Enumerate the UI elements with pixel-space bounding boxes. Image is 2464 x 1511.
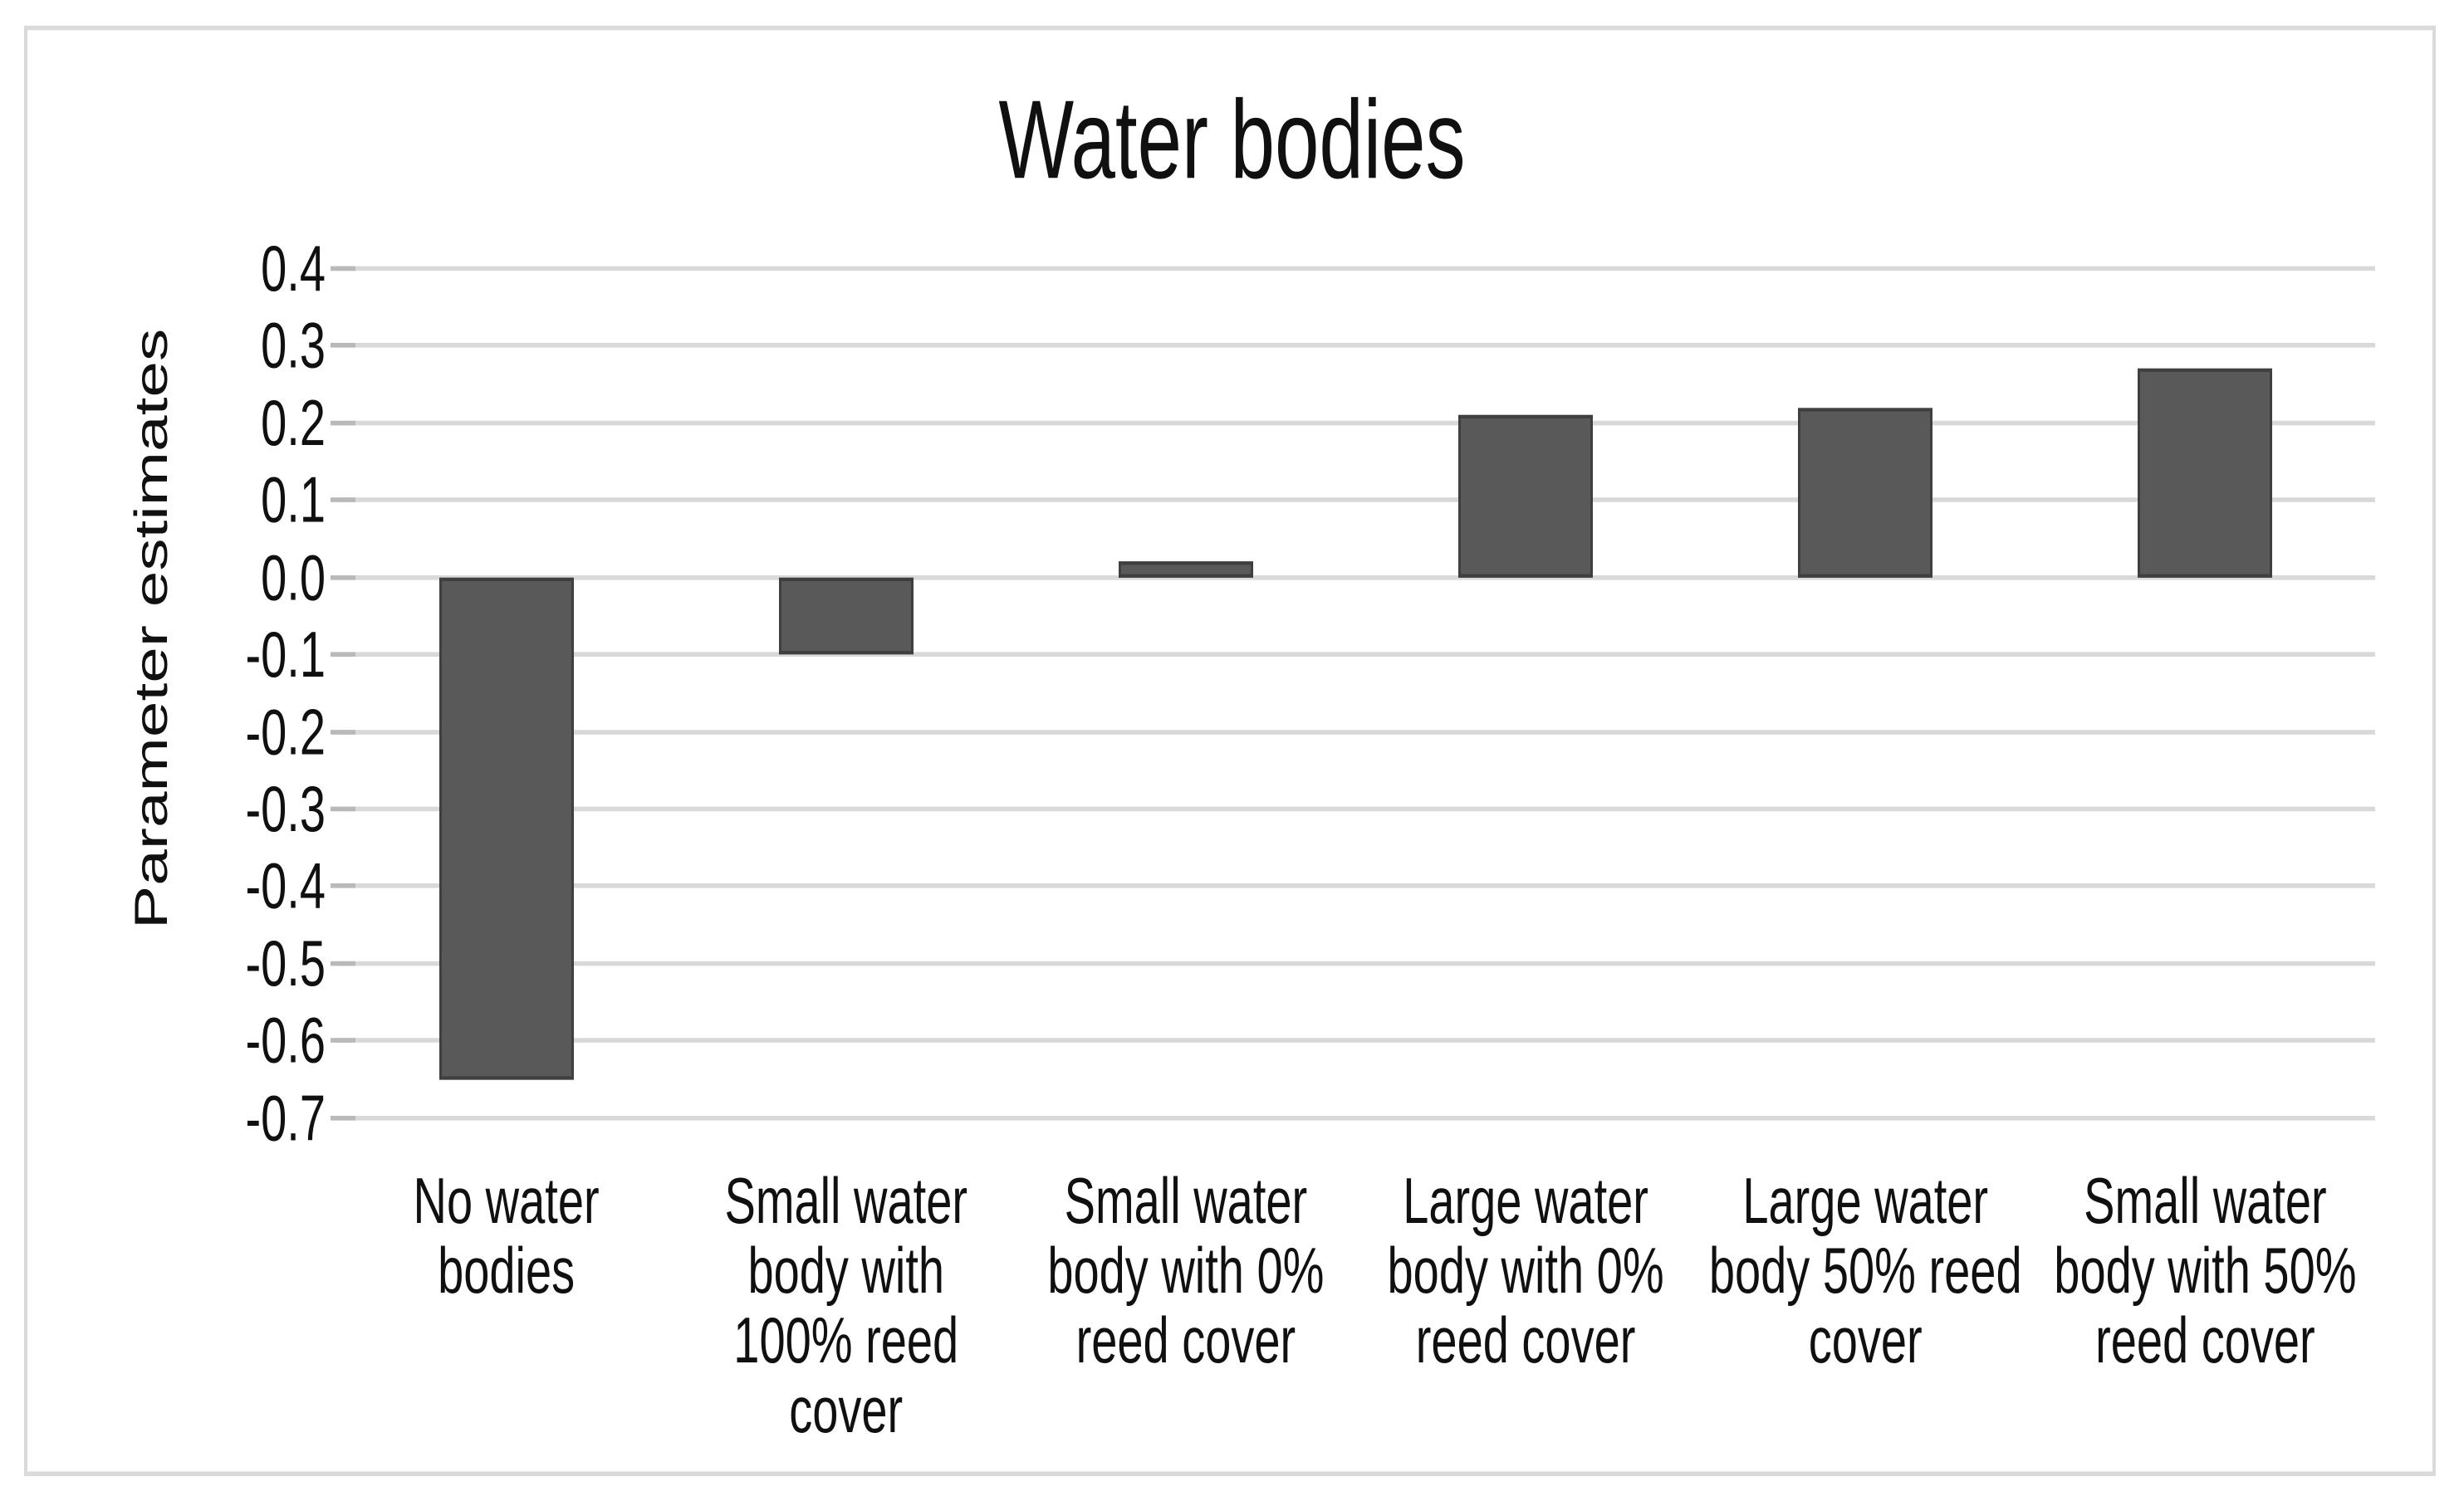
y-axis-tick-label: -0.4 bbox=[245, 848, 326, 922]
x-category-label: Large water body with 0% reed cover bbox=[1387, 1163, 1664, 1377]
y-axis-tick-mark bbox=[331, 729, 355, 735]
x-category-label: Large water body 50% reed cover bbox=[1708, 1163, 2022, 1377]
x-category-label: Small water body with 50% reed cover bbox=[2054, 1163, 2357, 1377]
gridline bbox=[336, 883, 2375, 889]
gridline bbox=[336, 575, 2375, 580]
y-axis-tick-label: 0.3 bbox=[261, 308, 326, 382]
y-axis-tick-label: 0.4 bbox=[261, 231, 326, 305]
y-axis-tick-label: -0.2 bbox=[245, 694, 326, 768]
y-axis-tick-mark bbox=[331, 652, 355, 658]
x-category-label: No water bodies bbox=[413, 1163, 600, 1307]
y-axis-tick-label: 0.2 bbox=[261, 385, 326, 459]
y-axis-tick-mark bbox=[331, 343, 355, 349]
y-axis-tick-mark bbox=[331, 266, 355, 271]
gridline bbox=[336, 420, 2375, 426]
y-axis-tick-label: 0.1 bbox=[261, 462, 326, 536]
bar bbox=[1118, 561, 1253, 578]
gridline bbox=[336, 1038, 2375, 1044]
gridline bbox=[336, 729, 2375, 735]
x-category-label: Small water body with 100% reed cover bbox=[724, 1163, 967, 1446]
chart-title: Water bodies bbox=[998, 77, 1466, 203]
y-axis-tick-mark bbox=[331, 961, 355, 966]
y-axis-tick-label: -0.6 bbox=[245, 1003, 326, 1077]
y-axis-tick-mark bbox=[331, 1115, 355, 1121]
gridline bbox=[336, 961, 2375, 966]
y-axis-tick-label: -0.3 bbox=[245, 771, 326, 845]
y-axis-tick-mark bbox=[331, 497, 355, 503]
y-axis-tick-label: -0.7 bbox=[245, 1080, 326, 1154]
gridline bbox=[336, 343, 2375, 349]
gridline bbox=[336, 652, 2375, 658]
y-axis-tick-mark bbox=[331, 883, 355, 889]
y-axis-tick-mark bbox=[331, 420, 355, 426]
gridline bbox=[336, 1115, 2375, 1121]
y-axis-tick-mark bbox=[331, 575, 355, 580]
y-axis-tick-mark bbox=[331, 1038, 355, 1044]
y-axis-tick-mark bbox=[331, 806, 355, 812]
bar bbox=[438, 577, 574, 1079]
x-category-label: Small water body with 0% reed cover bbox=[1047, 1163, 1325, 1377]
bar bbox=[778, 577, 914, 655]
bar bbox=[1798, 407, 1933, 578]
bar bbox=[1458, 415, 1594, 578]
y-axis-tick-label: -0.5 bbox=[245, 926, 326, 1000]
gridline bbox=[336, 806, 2375, 812]
y-axis-tick-label: -0.1 bbox=[245, 617, 326, 691]
gridline bbox=[336, 266, 2375, 271]
bar bbox=[2138, 369, 2273, 578]
gridline bbox=[336, 497, 2375, 503]
y-axis-tick-label: 0.0 bbox=[261, 540, 326, 614]
